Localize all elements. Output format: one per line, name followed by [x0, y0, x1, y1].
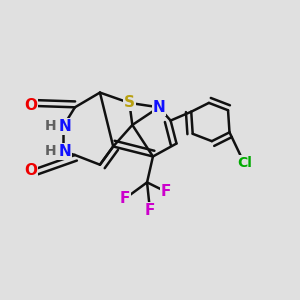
- Text: F: F: [120, 191, 130, 206]
- Text: N: N: [152, 100, 165, 115]
- Text: Cl: Cl: [237, 156, 252, 170]
- Text: F: F: [145, 203, 155, 218]
- Text: H: H: [45, 145, 57, 158]
- Text: N: N: [58, 144, 71, 159]
- Text: O: O: [24, 98, 37, 113]
- Text: F: F: [161, 184, 171, 199]
- Text: H: H: [45, 119, 57, 134]
- Text: O: O: [24, 163, 37, 178]
- Text: S: S: [124, 95, 135, 110]
- Text: N: N: [58, 119, 71, 134]
